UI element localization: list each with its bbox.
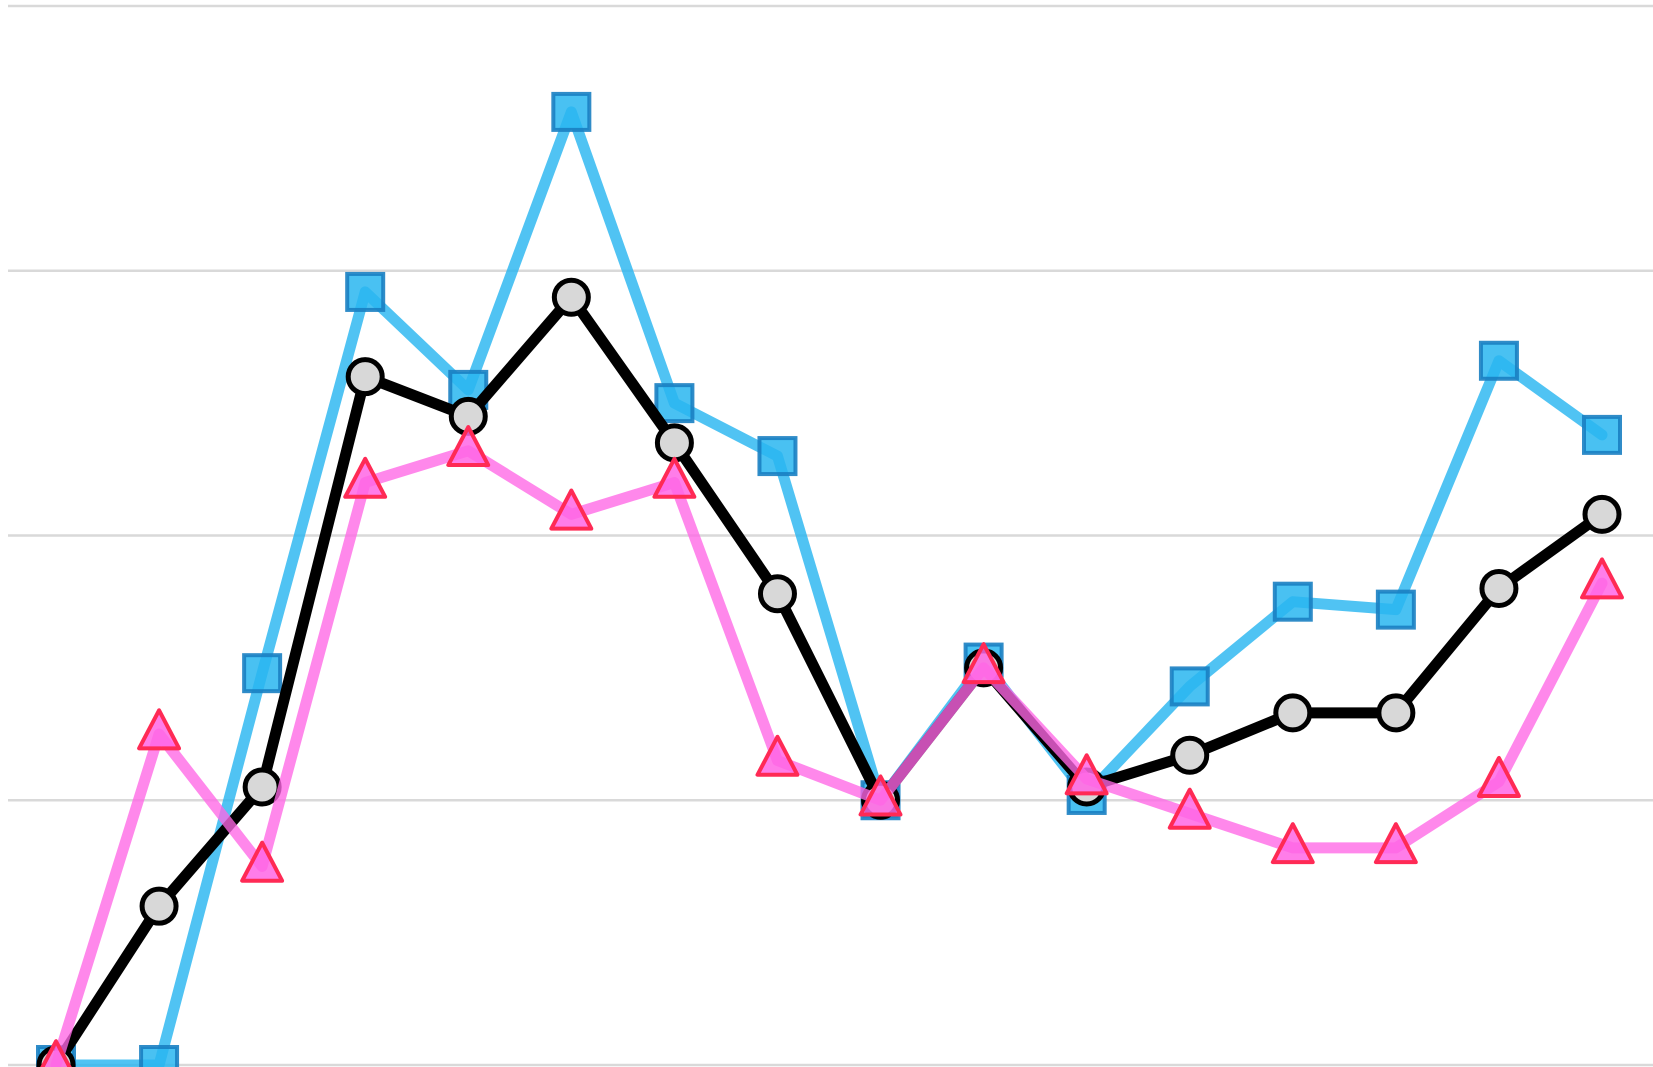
point-triangles-10 [961, 642, 1006, 685]
point-squares-8 [757, 436, 798, 477]
point-circles-8 [757, 574, 797, 614]
point-triangles-1 [40, 1039, 72, 1067]
point-circles-14 [1376, 693, 1416, 733]
series-squares [36, 91, 1622, 1067]
point-triangles-12 [1167, 787, 1212, 830]
grid-lines [8, 4, 1653, 1067]
point-squares-6 [551, 91, 592, 132]
point-squares-2 [139, 1045, 180, 1067]
series-triangles [40, 425, 1624, 1067]
point-squares-16 [1582, 414, 1622, 455]
point-triangles-14 [1373, 822, 1418, 865]
point-circles-13 [1273, 693, 1313, 733]
point-squares-15 [1478, 340, 1519, 381]
series-layer [36, 91, 1624, 1067]
point-circles-16 [1582, 494, 1622, 534]
point-squares-12 [1169, 666, 1210, 707]
point-circles-2 [139, 886, 179, 926]
point-circles-3 [242, 767, 282, 807]
point-squares-14 [1375, 589, 1416, 630]
point-triangles-5 [446, 425, 491, 468]
point-triangles-4 [343, 456, 388, 499]
point-squares-7 [654, 383, 695, 424]
point-squares-4 [345, 271, 386, 312]
point-triangles-13 [1270, 822, 1315, 865]
series-line-circles [50, 291, 1608, 1067]
point-triangles-16 [1580, 557, 1624, 600]
point-circles-6 [551, 277, 591, 317]
point-squares-3 [242, 653, 283, 694]
point-triangles-11 [1064, 753, 1109, 796]
series-line-squares [50, 106, 1608, 1067]
point-circles-4 [345, 357, 385, 397]
point-triangles-7 [652, 456, 697, 499]
point-circles-12 [1170, 735, 1210, 775]
point-triangles-2 [137, 708, 182, 751]
series-line-triangles [50, 445, 1608, 1067]
point-triangles-8 [755, 734, 800, 777]
point-squares-13 [1272, 581, 1313, 622]
point-triangles-15 [1476, 755, 1521, 798]
point-triangles-9 [858, 774, 903, 817]
point-circles-7 [654, 423, 694, 463]
point-triangles-3 [240, 840, 285, 883]
point-triangles-6 [549, 488, 594, 531]
point-circles-15 [1479, 568, 1519, 608]
